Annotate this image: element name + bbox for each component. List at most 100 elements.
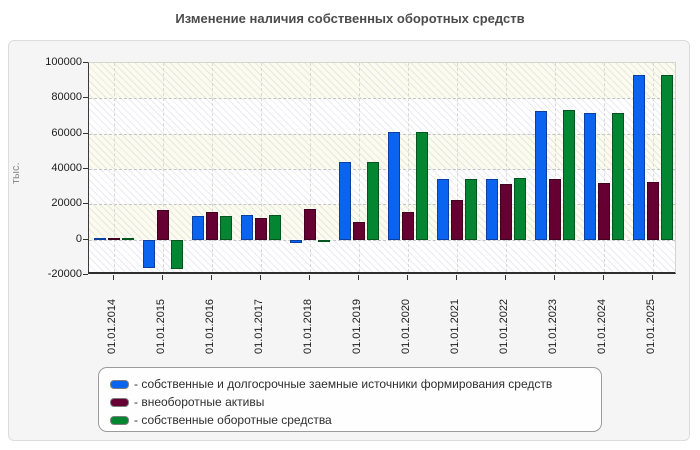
bar-sources-01.01.2025 bbox=[632, 74, 645, 240]
vertical-gridline bbox=[260, 63, 262, 272]
horizontal-gridline bbox=[89, 133, 675, 135]
y-tick-label: 20000 bbox=[51, 197, 82, 210]
y-axis-title: тыс. bbox=[10, 162, 22, 184]
x-axis-tick bbox=[259, 275, 261, 280]
bar-noncurrent-assets-01.01.2024 bbox=[597, 183, 610, 240]
bar-noncurrent-assets-01.01.2018 bbox=[303, 209, 316, 240]
bar-noncurrent-assets-01.01.2025 bbox=[646, 181, 659, 240]
y-axis-tick bbox=[83, 203, 88, 205]
horizontal-gridline bbox=[89, 239, 675, 241]
legend-item-sources: - собственные и долгосрочные заемные ист… bbox=[110, 375, 601, 393]
x-tick-label: 01.01.2024 bbox=[596, 298, 608, 354]
y-tick-label: 0 bbox=[75, 232, 82, 245]
bar-own-working-capital-01.01.2023 bbox=[562, 110, 575, 240]
x-tick-label: 01.01.2019 bbox=[351, 298, 363, 354]
vertical-gridline bbox=[652, 63, 654, 272]
y-tick-label: 80000 bbox=[51, 91, 82, 104]
x-axis-tick bbox=[553, 275, 555, 280]
y-axis-tick bbox=[83, 132, 88, 134]
bar-noncurrent-assets-01.01.2020 bbox=[401, 212, 414, 240]
bar-sources-01.01.2021 bbox=[436, 178, 449, 240]
x-tick-label: 01.01.2014 bbox=[106, 298, 118, 354]
vertical-gridline bbox=[456, 63, 458, 272]
bar-sources-01.01.2018 bbox=[289, 239, 302, 243]
vertical-gridline bbox=[162, 63, 164, 272]
legend-swatch-own-working-capital bbox=[110, 415, 129, 425]
legend-box: - собственные и долгосрочные заемные ист… bbox=[98, 367, 602, 432]
vertical-gridline bbox=[505, 63, 507, 272]
bar-sources-01.01.2016 bbox=[191, 215, 204, 240]
vertical-gridline bbox=[603, 63, 605, 272]
bar-own-working-capital-01.01.2017 bbox=[268, 215, 281, 240]
y-tick-label: 100000 bbox=[45, 56, 82, 68]
x-axis-tick bbox=[308, 275, 310, 280]
bar-own-working-capital-01.01.2019 bbox=[366, 162, 379, 240]
horizontal-gridline bbox=[89, 98, 675, 100]
bar-noncurrent-assets-01.01.2023 bbox=[548, 179, 561, 240]
x-tick-label: 01.01.2018 bbox=[302, 298, 314, 354]
bar-own-working-capital-01.01.2016 bbox=[219, 215, 232, 240]
legend-label-sources: - собственные и долгосрочные заемные ист… bbox=[134, 377, 553, 391]
bar-noncurrent-assets-01.01.2014 bbox=[107, 238, 120, 241]
x-tick-label: 01.01.2025 bbox=[645, 298, 657, 354]
bar-noncurrent-assets-01.01.2015 bbox=[156, 209, 169, 240]
y-axis-tick bbox=[83, 238, 88, 240]
legend-item-noncurrent-assets: - внеоборотные активы bbox=[110, 393, 601, 411]
x-axis-tick bbox=[406, 275, 408, 280]
x-tick-label: 01.01.2022 bbox=[498, 298, 510, 354]
x-axis-tick bbox=[651, 275, 653, 280]
bar-own-working-capital-01.01.2014 bbox=[121, 238, 134, 241]
y-tick-label: 40000 bbox=[51, 162, 82, 174]
x-tick-label: 01.01.2017 bbox=[253, 298, 265, 354]
bar-own-working-capital-01.01.2021 bbox=[464, 178, 477, 240]
bar-sources-01.01.2020 bbox=[387, 132, 400, 240]
bar-sources-01.01.2024 bbox=[583, 112, 596, 240]
bar-sources-01.01.2014 bbox=[93, 238, 106, 241]
chart-title: Изменение наличия собственных оборотных … bbox=[175, 11, 525, 26]
y-axis-tick bbox=[83, 168, 88, 169]
bar-sources-01.01.2023 bbox=[534, 110, 547, 240]
y-tick-label: 60000 bbox=[51, 126, 82, 139]
vertical-gridline bbox=[211, 63, 213, 272]
vertical-gridline bbox=[554, 63, 556, 272]
vertical-gridline bbox=[113, 63, 115, 272]
x-tick-label: 01.01.2016 bbox=[204, 298, 216, 354]
x-axis-tick bbox=[602, 275, 604, 280]
x-axis-tick bbox=[357, 275, 359, 280]
legend-label-noncurrent-assets: - внеоборотные активы bbox=[134, 395, 265, 409]
x-axis-tick bbox=[210, 275, 212, 280]
bar-sources-01.01.2015 bbox=[142, 239, 155, 269]
bar-sources-01.01.2017 bbox=[240, 215, 253, 240]
x-axis-tick bbox=[112, 275, 114, 280]
y-axis-tick bbox=[83, 62, 88, 63]
legend-swatch-noncurrent-assets bbox=[110, 397, 129, 407]
bar-own-working-capital-01.01.2020 bbox=[415, 132, 428, 240]
bar-own-working-capital-01.01.2015 bbox=[170, 239, 183, 269]
x-tick-label: 01.01.2020 bbox=[400, 298, 412, 354]
bar-sources-01.01.2019 bbox=[338, 162, 351, 240]
plot-area bbox=[88, 62, 676, 274]
horizontal-gridline bbox=[89, 204, 675, 206]
x-axis-tick bbox=[504, 275, 506, 280]
legend-item-own-working-capital: - собственные оборотные средства bbox=[110, 411, 601, 429]
bar-own-working-capital-01.01.2024 bbox=[611, 112, 624, 240]
vertical-gridline bbox=[309, 63, 311, 272]
bar-noncurrent-assets-01.01.2017 bbox=[254, 217, 267, 240]
y-axis-tick bbox=[83, 97, 88, 99]
vertical-gridline bbox=[407, 63, 409, 272]
x-tick-label: 01.01.2023 bbox=[547, 298, 559, 354]
bar-own-working-capital-01.01.2018 bbox=[317, 239, 330, 243]
bar-noncurrent-assets-01.01.2016 bbox=[205, 212, 218, 240]
bar-own-working-capital-01.01.2025 bbox=[660, 74, 673, 240]
y-tick-label: -20000 bbox=[47, 268, 82, 280]
bar-noncurrent-assets-01.01.2021 bbox=[450, 199, 463, 240]
legend-swatch-sources bbox=[110, 379, 129, 389]
bar-own-working-capital-01.01.2022 bbox=[513, 178, 526, 240]
bar-noncurrent-assets-01.01.2022 bbox=[499, 184, 512, 240]
horizontal-gridline bbox=[89, 169, 675, 170]
bar-sources-01.01.2022 bbox=[485, 178, 498, 240]
y-axis-tick bbox=[83, 274, 88, 275]
bar-noncurrent-assets-01.01.2019 bbox=[352, 222, 365, 240]
legend-label-own-working-capital: - собственные оборотные средства bbox=[134, 413, 332, 427]
